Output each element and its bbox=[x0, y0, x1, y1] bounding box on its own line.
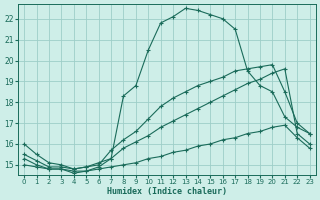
X-axis label: Humidex (Indice chaleur): Humidex (Indice chaleur) bbox=[107, 187, 227, 196]
